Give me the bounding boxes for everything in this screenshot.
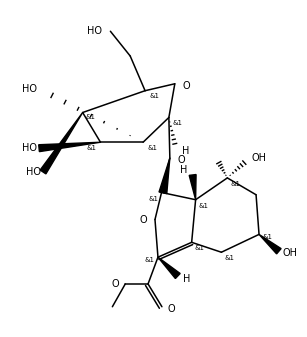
Text: H: H	[183, 274, 190, 284]
Polygon shape	[189, 175, 196, 200]
Text: H: H	[182, 146, 189, 156]
Polygon shape	[40, 113, 83, 174]
Text: O: O	[183, 81, 190, 91]
Text: O: O	[168, 304, 176, 314]
Text: &1: &1	[149, 93, 159, 99]
Text: HO: HO	[22, 84, 37, 94]
Text: &1: &1	[87, 145, 97, 151]
Text: &1: &1	[195, 245, 205, 251]
Text: &1: &1	[224, 255, 234, 261]
Text: O: O	[178, 155, 185, 165]
Text: O: O	[139, 215, 147, 224]
Text: OH: OH	[251, 153, 266, 163]
Text: HO: HO	[87, 26, 103, 36]
Text: &1: &1	[144, 257, 154, 263]
Text: O: O	[112, 279, 119, 289]
Text: OH: OH	[283, 248, 298, 258]
Text: HO: HO	[22, 143, 37, 153]
Polygon shape	[158, 257, 180, 279]
Polygon shape	[159, 158, 170, 193]
Text: H: H	[180, 165, 188, 175]
Polygon shape	[259, 235, 281, 254]
Text: &1: &1	[230, 181, 240, 187]
Text: &1: &1	[86, 115, 95, 120]
Text: &1: &1	[199, 203, 208, 209]
Text: &1: &1	[173, 120, 183, 126]
Text: &1: &1	[148, 196, 158, 202]
Text: &1: &1	[147, 145, 157, 151]
Text: HO: HO	[26, 167, 41, 177]
Polygon shape	[39, 142, 100, 152]
Text: &1: &1	[262, 234, 272, 240]
